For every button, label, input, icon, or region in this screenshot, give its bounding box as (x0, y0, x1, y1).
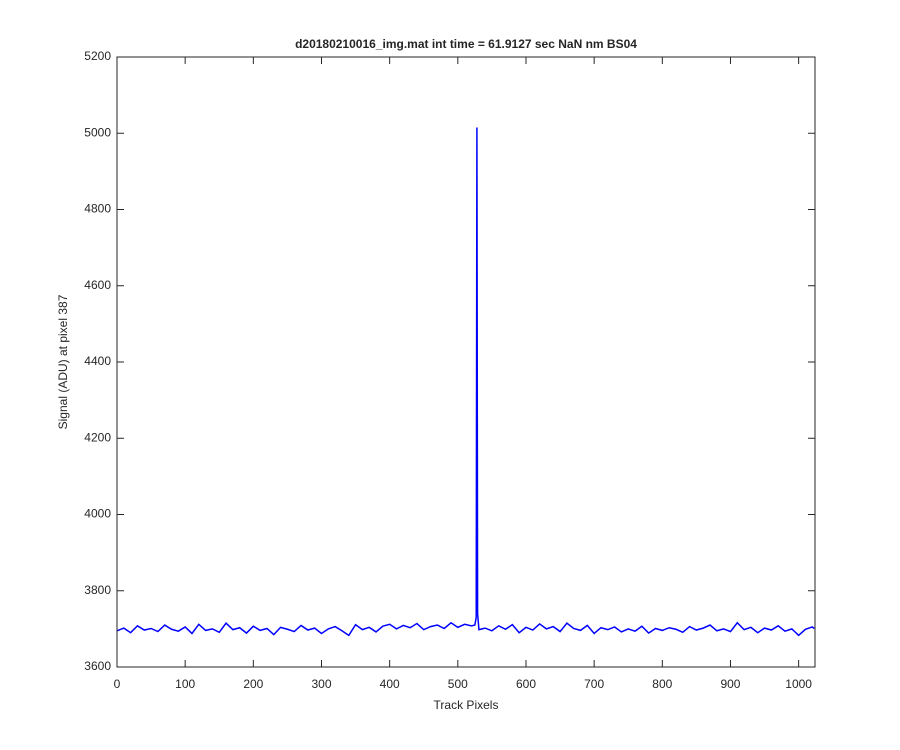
x-tick-label: 500 (448, 677, 468, 691)
y-tick-label: 4800 (84, 202, 111, 216)
x-tick-label: 400 (380, 677, 400, 691)
axes-box (116, 56, 816, 668)
y-tick-label: 3600 (84, 659, 111, 673)
y-tick-label: 4600 (84, 278, 111, 292)
x-tick-label: 1000 (785, 677, 812, 691)
x-tick-label: 200 (243, 677, 263, 691)
x-tick-label: 600 (516, 677, 536, 691)
x-tick-label: 900 (720, 677, 740, 691)
y-tick-label: 3800 (84, 583, 111, 597)
y-axis-label: Signal (ADU) at pixel 387 (56, 294, 70, 429)
x-tick-label: 300 (311, 677, 331, 691)
chart-title: d20180210016_img.mat int time = 61.9127 … (295, 37, 637, 51)
x-axis-label: Track Pixels (434, 698, 499, 712)
x-tick-label: 100 (175, 677, 195, 691)
x-tick-label: 800 (652, 677, 672, 691)
y-tick-label: 5000 (84, 125, 111, 139)
y-tick-label: 4400 (84, 354, 111, 368)
data-line (116, 127, 815, 637)
plot-area: 3600 3800 4000 4200 4400 4600 4800 5000 5200 0 100… (84, 49, 816, 691)
y-tick-label: 4200 (84, 430, 111, 444)
y-tick-label: 5200 (84, 49, 111, 63)
x-tick-label: 700 (584, 677, 604, 691)
y-tick-label: 4000 (84, 507, 111, 521)
x-tick-label: 0 (114, 677, 121, 691)
